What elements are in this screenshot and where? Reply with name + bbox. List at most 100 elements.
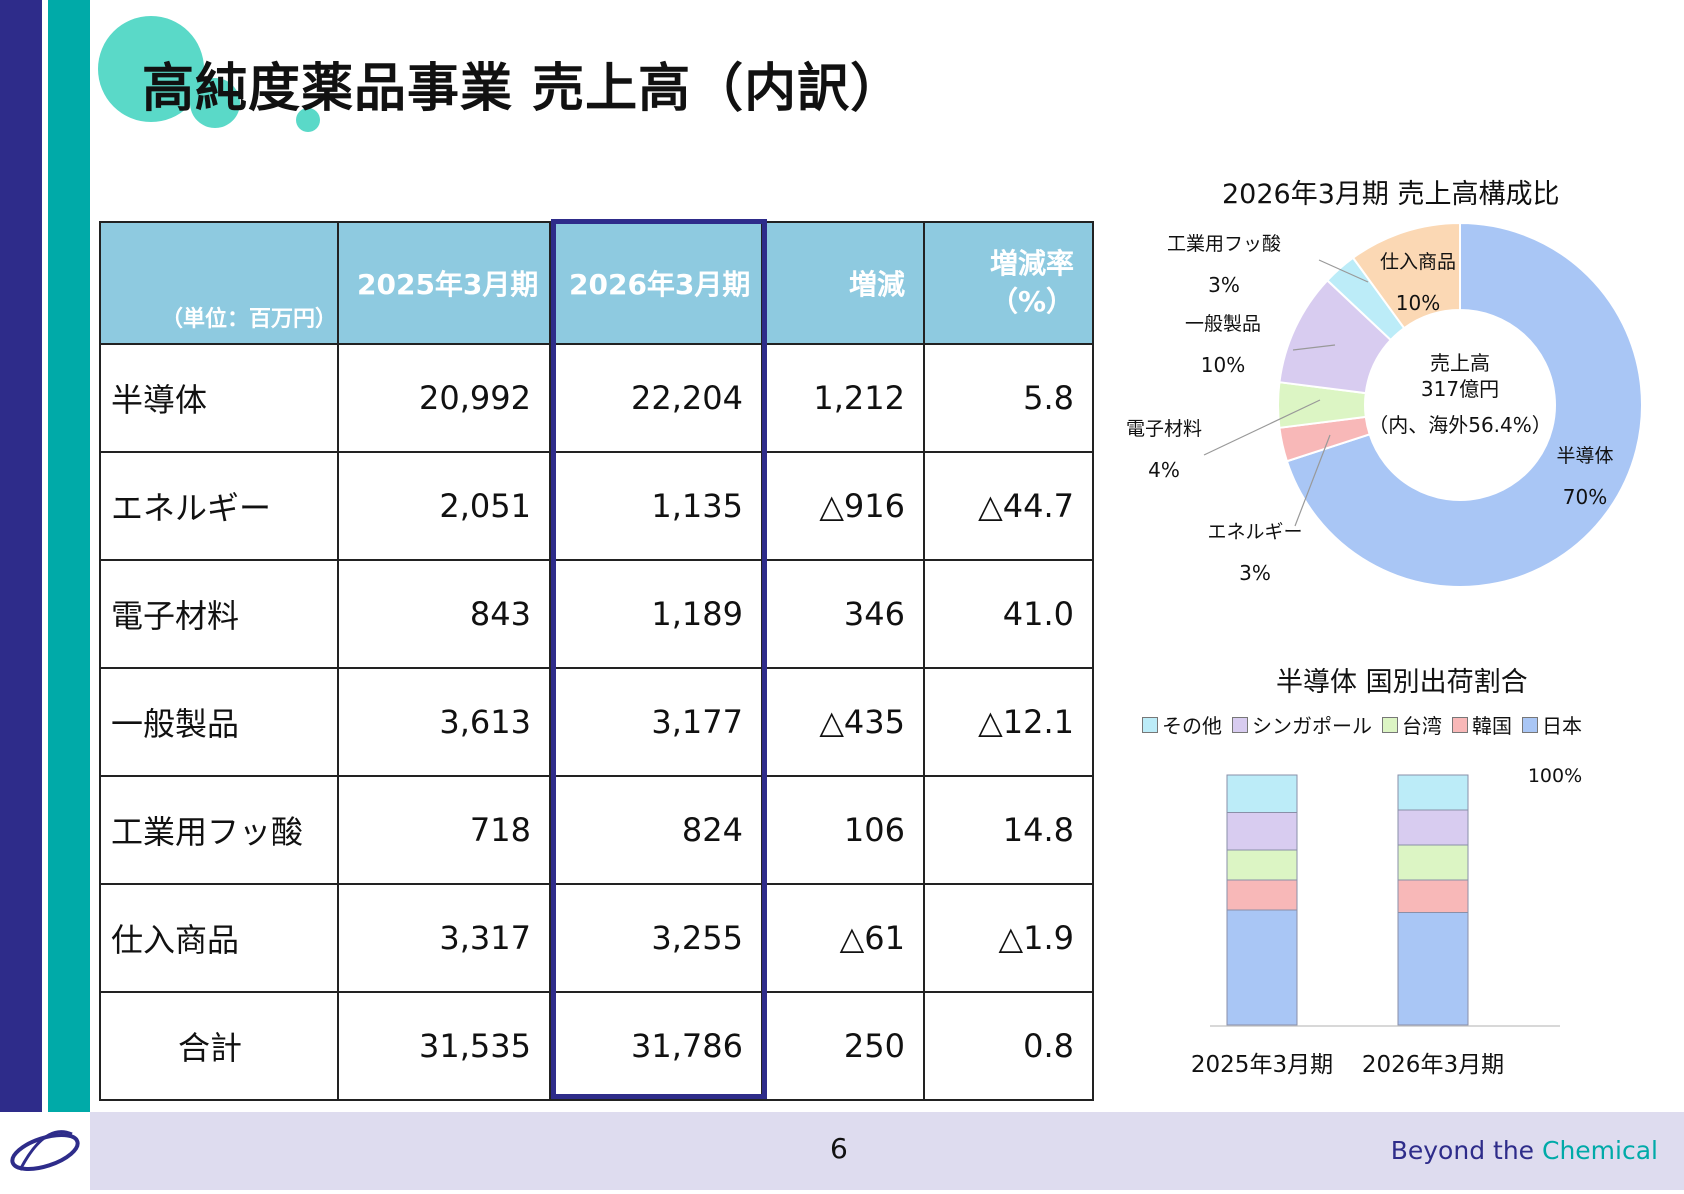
footer-bar [0, 1112, 1684, 1190]
legend-item: シンガポール [1232, 710, 1372, 739]
bar-segment-台湾 [1397, 844, 1469, 881]
donut-slice-percent: 10% [1396, 291, 1440, 315]
tagline-accent: Chemical [1542, 1136, 1658, 1165]
cell-change: 250 [761, 991, 925, 1101]
donut-slice-name: 工業用フッ酸 [1167, 233, 1281, 255]
legend-swatch [1142, 716, 1158, 733]
cell-change-rate: △12.1 [923, 667, 1094, 777]
donut-slice-percent: 3% [1208, 273, 1240, 297]
header-fy2026: 2026年3月期 [549, 221, 763, 345]
table-row: 仕入商品 3,317 3,255 △61 △1.9 [99, 883, 1094, 993]
bar-segment-シンガポール [1226, 812, 1298, 851]
unit-label: （単位：百万円） [99, 221, 339, 345]
bar-segment-その他 [1397, 774, 1469, 811]
sales-composition-donut-chart: 半導体 70% エネルギー 3% 電子材料 4% 一般製品 10% 工業用フッ酸 3% 仕入商品 10… [1126, 221, 1643, 588]
bar-segment-台湾 [1226, 849, 1298, 881]
donut-slice-1 [1285, 221, 1643, 588]
donut-slice-percent: 10% [1201, 353, 1245, 377]
row-label: 合計 [99, 991, 339, 1101]
cell-fy2026: 31,786 [549, 991, 763, 1101]
row-label: 電子材料 [99, 559, 339, 669]
x-tick-label: 2026年3月期 [1362, 1052, 1504, 1078]
row-label: 半導体 [99, 343, 339, 453]
header-change-rate-label: 増減率 [989, 247, 1074, 280]
bar-chart-title: 半導体 国別出荷割合 [1276, 667, 1528, 698]
cell-fy2025: 718 [337, 775, 551, 885]
header-change: 増減 [761, 221, 925, 345]
header-change-rate-unit: （%） [989, 285, 1074, 318]
table-row: 半導体 20,992 22,204 1,212 5.8 [99, 343, 1094, 453]
table-row: 一般製品 3,613 3,177 △435 △12.1 [99, 667, 1094, 777]
company-logo [0, 1112, 94, 1190]
company-tagline: Beyond the Chemical [1391, 1136, 1658, 1165]
cell-change-rate: 14.8 [923, 775, 1094, 885]
legend-label: 台湾 [1402, 714, 1442, 738]
legend-label: 韓国 [1472, 714, 1512, 738]
table-row: エネルギー 2,051 1,135 △916 △44.7 [99, 451, 1094, 561]
legend-label: 日本 [1542, 714, 1582, 738]
table-row: 工業用フッ酸 718 824 106 14.8 [99, 775, 1094, 885]
row-label: 仕入商品 [99, 883, 339, 993]
donut-slice-percent: 70% [1563, 485, 1607, 509]
cell-fy2025: 20,992 [337, 343, 551, 453]
row-label: 一般製品 [99, 667, 339, 777]
donut-slice-percent: 3% [1239, 561, 1271, 585]
legend-item: 韓国 [1452, 710, 1512, 739]
cell-change-rate: △1.9 [923, 883, 1094, 993]
bar-segment-日本 [1397, 912, 1469, 1026]
donut-slice-6 [1351, 221, 1461, 330]
semiconductor-shipment-stacked-bar-chart: 2025年3月期 2026年3月期 100% [1191, 765, 1582, 1078]
cell-fy2026: 824 [549, 775, 763, 885]
donut-leader-line [1294, 434, 1331, 527]
legend-swatch [1522, 716, 1538, 733]
company-logo-icon [10, 1130, 80, 1171]
donut-center-label-2: 317億円 [1421, 377, 1499, 401]
tagline-prefix: Beyond the [1390, 1136, 1535, 1165]
donut-chart-title: 2026年3月期 売上高構成比 [1222, 179, 1560, 210]
cell-change: △61 [761, 883, 925, 993]
cell-change: △916 [761, 451, 925, 561]
cell-fy2026: 3,177 [549, 667, 763, 777]
cell-change-rate: 5.8 [923, 343, 1094, 453]
donut-leader-line [1203, 399, 1321, 456]
cell-fy2025: 31,535 [337, 991, 551, 1101]
legend-swatch [1232, 716, 1248, 733]
donut-slice-name: 仕入商品 [1380, 251, 1456, 273]
table-row: 電子材料 843 1,189 346 41.0 [99, 559, 1094, 669]
legend-item: 日本 [1522, 710, 1582, 739]
cell-change-rate: △44.7 [923, 451, 1094, 561]
bar-chart-legend: その他 シンガポール 台湾 韓国 日本 [1142, 710, 1582, 739]
page-title: 高純度薬品事業 売上高（内訳） [142, 59, 904, 119]
cell-change-rate: 0.8 [923, 991, 1094, 1101]
legend-item: その他 [1142, 710, 1222, 739]
donut-center-label-1: 売上高 [1430, 351, 1490, 375]
title-decoration-dot [296, 108, 320, 132]
donut-leader-line [1292, 344, 1336, 351]
sales-breakdown-table: （単位：百万円） 2025年3月期 2026年3月期 増減 増減率 （%） 半導… [99, 221, 1094, 1101]
header-fy2025: 2025年3月期 [337, 221, 551, 345]
cell-change-rate: 41.0 [923, 559, 1094, 669]
bar-segment-その他 [1226, 774, 1298, 813]
donut-slice-percent: 4% [1148, 458, 1180, 482]
legend-label: シンガポール [1252, 714, 1372, 738]
x-tick-label: 2025年3月期 [1191, 1052, 1333, 1078]
cell-change: 346 [761, 559, 925, 669]
legend-swatch [1382, 716, 1398, 733]
cell-fy2026: 3,255 [549, 883, 763, 993]
row-label: 工業用フッ酸 [99, 775, 339, 885]
left-teal-stripe [48, 0, 90, 1112]
donut-slice-name: エネルギー [1207, 521, 1302, 543]
cell-change: 106 [761, 775, 925, 885]
bar-segment-日本 [1226, 909, 1298, 1026]
cell-fy2026: 22,204 [549, 343, 763, 453]
donut-slice-name: 一般製品 [1185, 313, 1261, 335]
table-total-row: 合計 31,535 31,786 250 0.8 [99, 991, 1094, 1101]
header-change-rate: 増減率 （%） [923, 221, 1094, 345]
legend-item: 台湾 [1382, 710, 1442, 739]
cell-fy2025: 2,051 [337, 451, 551, 561]
row-label: エネルギー [99, 451, 339, 561]
bar-segment-韓国 [1397, 879, 1469, 913]
cell-fy2025: 3,613 [337, 667, 551, 777]
cell-fy2025: 843 [337, 559, 551, 669]
cell-fy2026: 1,135 [549, 451, 763, 561]
